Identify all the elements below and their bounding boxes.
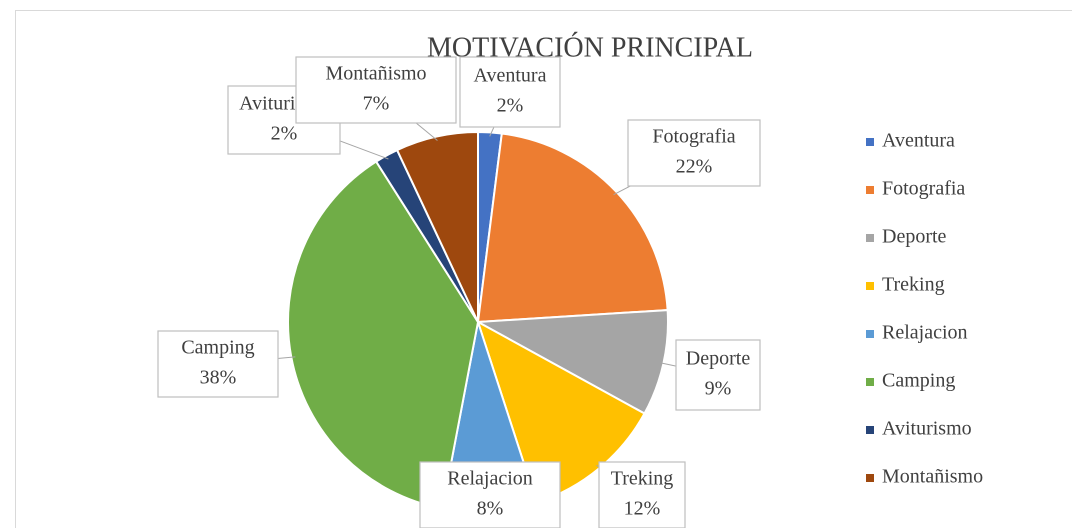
data-label-box [459,56,561,128]
legend-label: Deporte [882,226,947,248]
legend-swatch [866,234,874,242]
legend-label: Treking [882,274,945,296]
legend-swatch [866,426,874,434]
data-label-value: 7% [363,93,390,115]
data-label-box [675,339,761,411]
data-label-name: Fotografia [652,126,735,148]
data-label-box [295,56,457,124]
data-label-box [419,461,561,528]
data-label-name: Relajacion [447,468,533,490]
data-label-box [627,119,761,187]
legend-label: Camping [882,370,955,392]
legend-swatch [866,330,874,338]
data-label-name: Treking [611,468,674,490]
data-label-value: 9% [705,378,732,400]
legend-swatch [866,282,874,290]
data-label-value: 2% [497,95,524,117]
legend-label: Relajacion [882,322,968,344]
pie-slice [476,132,669,324]
data-label-box [598,461,686,528]
data-label-name: Deporte [686,348,751,370]
data-label-value: 22% [676,156,713,178]
legend-label: Montañismo [882,466,983,488]
legend-label: Aviturismo [882,418,972,440]
data-label-name: Montañismo [325,63,426,85]
data-label-value: 8% [477,498,504,520]
legend-label: Aventura [882,130,955,152]
legend-label: Fotografia [882,178,965,200]
data-label-name: Aventura [474,65,547,87]
data-label-value: 38% [200,367,237,389]
data-label-name: Camping [181,337,254,359]
pie-slice [395,130,479,323]
legend-swatch [866,138,874,146]
legend-swatch [866,474,874,482]
data-label-value: 12% [624,498,661,520]
legend-swatch [866,378,874,386]
data-label-box [157,330,279,398]
data-label-value: 2% [271,123,298,145]
legend-swatch [866,186,874,194]
